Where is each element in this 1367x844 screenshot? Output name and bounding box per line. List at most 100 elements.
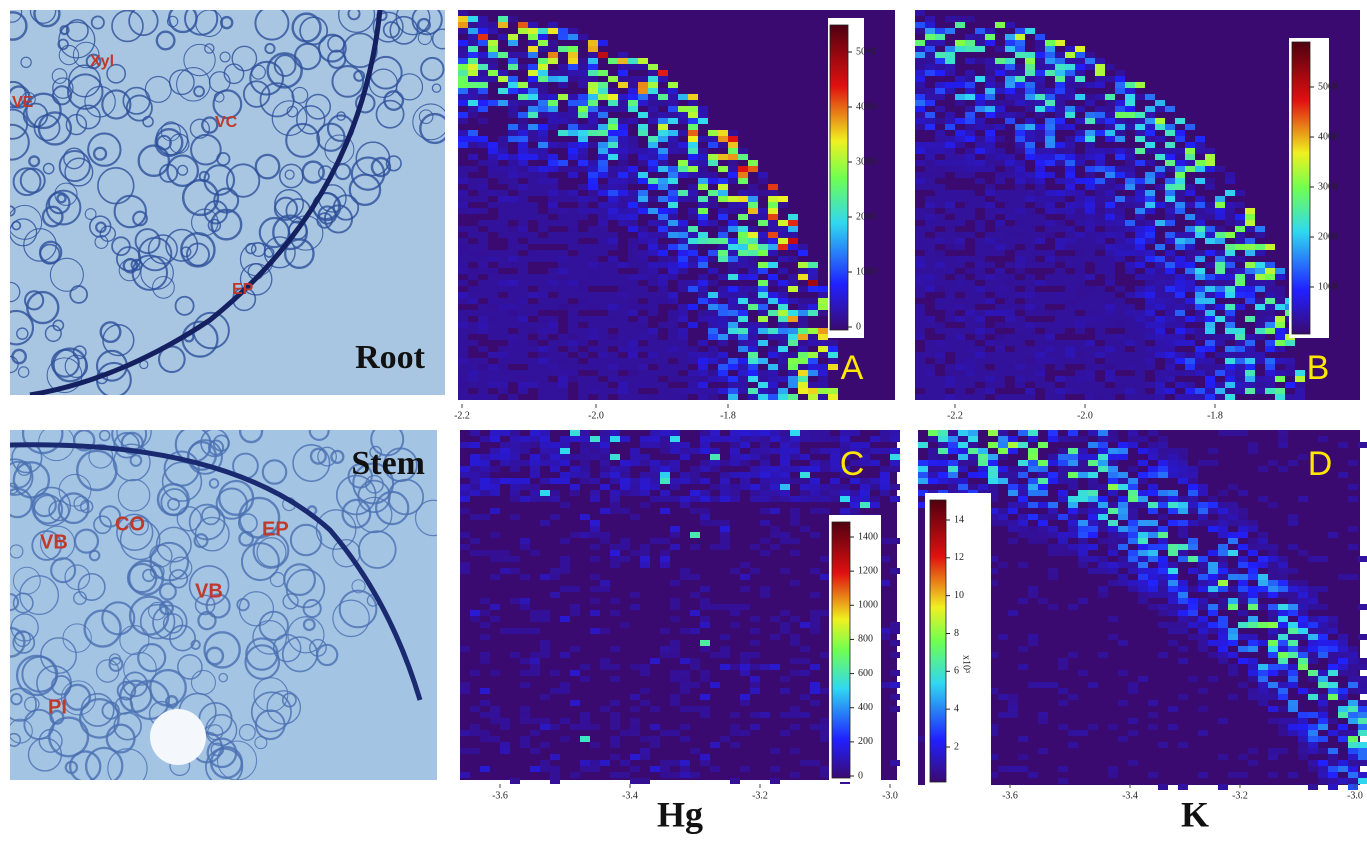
heatmap-pixel: [708, 328, 718, 334]
heatmap-pixel: [778, 292, 788, 298]
heatmap-pixel: [808, 370, 818, 376]
heatmap-pixel: [1105, 112, 1115, 118]
heatmap-pixel: [985, 310, 995, 316]
heatmap-pixel: [740, 586, 750, 592]
heatmap-pixel: [1145, 250, 1155, 256]
heatmap-pixel: [860, 496, 870, 502]
heatmap-pixel: [1235, 238, 1245, 244]
heatmap-pixel: [938, 436, 948, 442]
heatmap-pixel: [1155, 292, 1165, 298]
heatmap-pixel: [700, 478, 710, 484]
heatmap-pixel: [700, 430, 710, 436]
heatmap-pixel: [938, 430, 948, 436]
heatmap-pixel: [508, 106, 518, 112]
heatmap-pixel: [1275, 322, 1285, 328]
heatmap-pixel: [1208, 448, 1218, 454]
heatmap-pixel: [965, 256, 975, 262]
heatmap-pixel: [1215, 226, 1225, 232]
heatmap-pixel: [1125, 334, 1135, 340]
heatmap-pixel: [508, 256, 518, 262]
heatmap-pixel: [668, 226, 678, 232]
heatmap-pixel: [528, 34, 538, 40]
heatmap-pixel: [1085, 100, 1095, 106]
heatmap-pixel: [915, 142, 925, 148]
heatmap-pixel: [975, 346, 985, 352]
heatmap-pixel: [470, 484, 480, 490]
heatmap-pixel: [1165, 184, 1175, 190]
heatmap-pixel: [518, 142, 528, 148]
heatmap-pixel: [648, 268, 658, 274]
heatmap-pixel: [1195, 214, 1205, 220]
heatmap-pixel: [628, 328, 638, 334]
heatmap-pixel: [728, 238, 738, 244]
heatmap-pixel: [1168, 508, 1178, 514]
heatmap-pixel: [580, 478, 590, 484]
heatmap-pixel: [1318, 640, 1328, 646]
heatmap-pixel: [800, 496, 810, 502]
heatmap-pixel: [1115, 316, 1125, 322]
heatmap-pixel: [668, 346, 678, 352]
heatmap-pixel: [748, 262, 758, 268]
heatmap-pixel: [1125, 358, 1135, 364]
heatmap-pixel: [598, 148, 608, 154]
heatmap-pixel: [778, 322, 788, 328]
heatmap-pixel: [1178, 646, 1188, 652]
heatmap-pixel: [975, 58, 985, 64]
heatmap-pixel: [1075, 358, 1085, 364]
heatmap-pixel: [1138, 436, 1148, 442]
heatmap-pixel: [528, 76, 538, 82]
heatmap-pixel: [1255, 274, 1265, 280]
heatmap-pixel: [810, 466, 820, 472]
heatmap-pixel: [965, 280, 975, 286]
heatmap-pixel: [1255, 376, 1265, 382]
heatmap-pixel: [1075, 202, 1085, 208]
heatmap-pixel: [1035, 100, 1045, 106]
heatmap-pixel: [748, 196, 758, 202]
heatmap-pixel: [1158, 538, 1168, 544]
heatmap-pixel: [730, 448, 740, 454]
heatmap-pixel: [478, 136, 488, 142]
heatmap-pixel: [798, 364, 808, 370]
heatmap-pixel: [658, 70, 668, 76]
heatmap-pixel: [588, 334, 598, 340]
heatmap-pixel: [798, 244, 808, 250]
heatmap-pixel: [458, 82, 468, 88]
heatmap-pixel: [488, 310, 498, 316]
heatmap-pixel: [538, 94, 548, 100]
heatmap-pixel: [700, 436, 710, 442]
heatmap-pixel: [1005, 70, 1015, 76]
heatmap-pixel: [758, 394, 768, 400]
heatmap-pixel: [965, 304, 975, 310]
heatmap-pixel: [945, 148, 955, 154]
heatmap-pixel: [678, 118, 688, 124]
heatmap-pixel: [955, 376, 965, 382]
heatmap-pixel: [890, 682, 900, 688]
heatmap-pixel: [568, 304, 578, 310]
heatmap-pixel: [1145, 178, 1155, 184]
heatmap-pixel: [668, 262, 678, 268]
heatmap-pixel: [530, 718, 540, 724]
heatmap-pixel: [510, 442, 520, 448]
heatmap-pixel: [1218, 556, 1228, 562]
heatmap-pixel: [628, 262, 638, 268]
heatmap-pixel: [678, 340, 688, 346]
heatmap-pixel: [700, 760, 710, 766]
heatmap-pixel: [670, 466, 680, 472]
heatmap-pixel: [608, 178, 618, 184]
heatmap-pixel: [1338, 634, 1348, 640]
heatmap-pixel: [995, 250, 1005, 256]
heatmap-pixel: [985, 34, 995, 40]
heatmap-pixel: [955, 232, 965, 238]
heatmap-pixel: [1018, 520, 1028, 526]
heatmap-pixel: [1135, 124, 1145, 130]
heatmap-pixel: [688, 100, 698, 106]
heatmap-pixel: [985, 244, 995, 250]
heatmap-pixel: [678, 130, 688, 136]
heatmap-pixel: [658, 370, 668, 376]
heatmap-pixel: [588, 208, 598, 214]
heatmap-pixel: [1158, 568, 1168, 574]
heatmap-pixel: [1258, 574, 1268, 580]
heatmap-pixel: [995, 310, 1005, 316]
heatmap-pixel: [548, 154, 558, 160]
heatmap-pixel: [688, 124, 698, 130]
